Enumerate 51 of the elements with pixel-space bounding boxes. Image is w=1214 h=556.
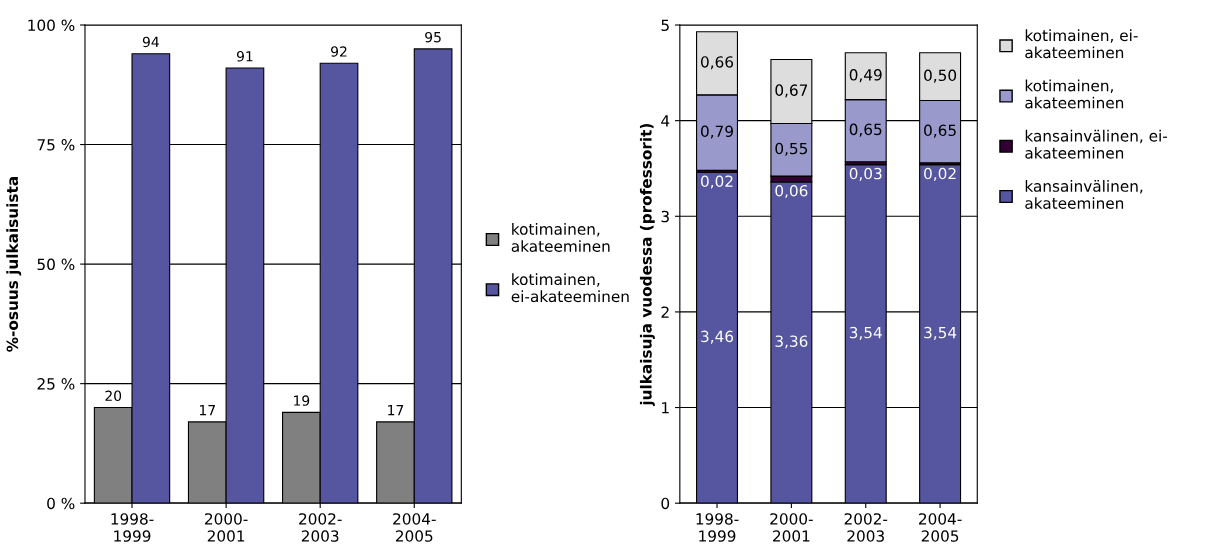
y-tick-label: 2 [661,306,669,318]
y-tick-label: 25 % [37,378,75,390]
x-tick-label: 2004- 2005 [919,513,962,542]
y-tick-label: 1 [662,402,669,414]
data-label: 3,36 [775,335,808,349]
x-tick-label: 2000- 2001 [205,513,248,542]
legend-label: kansainvälinen, akateeminen [1025,180,1143,209]
y-tick-label: 0 [661,497,670,510]
data-label: 0,02 [701,175,733,189]
y-axis-title: julkaisuja vuodessa (professorit) [639,123,655,407]
legend-label: kotimainen, akateeminen [511,223,610,252]
y-tick-label: 100 % [28,19,75,32]
legend-label: kotimainen, ei- akateeminen [1025,29,1138,59]
data-label: 17 [199,405,215,416]
x-tick-label: 2002- 2003 [844,513,888,542]
data-label: 91 [236,51,253,62]
x-tick-label: 2004- 2005 [393,513,436,542]
data-label: 95 [425,31,441,43]
y-tick-label: 50 % [37,258,75,271]
data-label: 0,65 [924,124,956,138]
legend-label: kotimainen, akateeminen [1025,79,1124,109]
x-tick-label: 1998- 1999 [696,513,739,542]
y-tick-label: 75 % [37,139,75,151]
data-label: 17 [388,405,404,416]
legend-label: kotimainen, ei-akateeminen [511,273,629,303]
data-label: 0,03 [849,167,882,181]
data-label: 92 [331,46,347,57]
y-tick-label: 4 [661,115,670,127]
y-tick-label: 5 [661,19,669,32]
data-label: 0,65 [849,123,882,137]
data-label: 0,79 [701,125,733,139]
data-label: 3,54 [924,326,957,340]
data-label: 0,67 [775,84,808,98]
data-label: 3,46 [701,330,734,344]
data-label: 0,55 [775,142,808,156]
data-label: 0,66 [701,56,734,70]
data-label: 20 [105,390,122,402]
data-label: 0,49 [849,69,882,83]
legend-label: kansainvälinen, ei- akateeminen [1025,129,1168,159]
x-tick-label: 1998- 1999 [111,513,154,542]
data-label: 3,54 [849,326,882,340]
data-label: 94 [142,36,159,48]
data-label: 19 [294,395,310,406]
y-axis-title: %-osuus julkaisuista [6,177,22,352]
x-tick-label: 2002- 2003 [299,513,342,542]
y-tick-label: 3 [661,210,669,223]
data-label: 0,06 [775,185,808,199]
data-label: 0,02 [924,167,956,181]
x-tick-label: 2000- 2001 [770,513,813,542]
y-tick-label: 0 % [47,497,75,510]
data-label: 0,50 [924,69,957,83]
